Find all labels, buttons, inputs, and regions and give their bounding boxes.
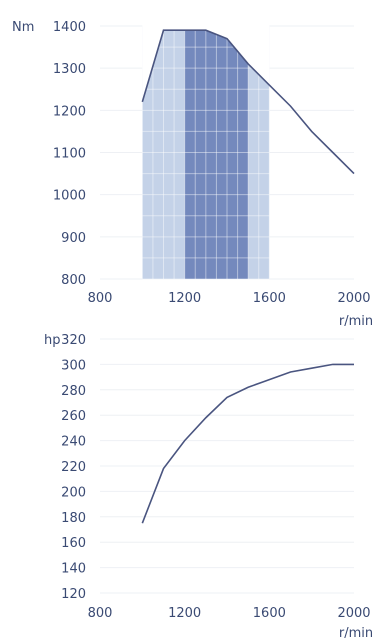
power-ytick-label: 120: [61, 587, 86, 602]
power-ytick-label: 200: [61, 485, 86, 500]
power-ytick-label: 320: [61, 333, 86, 348]
power-ytick-label: 240: [61, 435, 86, 450]
torque-xtick-label: 2000: [337, 291, 370, 306]
power-ytick-label: 280: [61, 384, 86, 399]
power-ylabel: hp: [44, 333, 61, 348]
torque-xtick-label: 800: [88, 291, 113, 306]
torque-ytick-label: 1200: [53, 104, 86, 119]
torque-ytick-label: 800: [61, 273, 86, 288]
power-grid: [100, 338, 354, 594]
torque-ytick-label: 1100: [53, 147, 86, 162]
torque-ytick-label: 1300: [53, 62, 86, 77]
power-xtick-label: 800: [88, 606, 113, 621]
torque-xlabel: r/min: [339, 314, 373, 329]
power-xlabel: r/min: [339, 626, 373, 641]
torque-xtick-label: 1600: [253, 291, 286, 306]
power-ytick-label: 160: [61, 536, 86, 551]
torque-ytick-label: 900: [61, 231, 86, 246]
torque-xtick-label: 1200: [168, 291, 201, 306]
power-xtick-label: 1600: [253, 606, 286, 621]
torque-line: [141, 29, 355, 175]
torque-ytick-label: 1000: [53, 189, 86, 204]
power-ytick-label: 220: [61, 460, 86, 475]
power-xtick-label: 1200: [168, 606, 201, 621]
power-ytick-label: 300: [61, 358, 86, 373]
torque-band-inner: [184, 26, 249, 279]
power-xtick-label: 2000: [337, 606, 370, 621]
power-line: [141, 363, 354, 524]
torque-band-mask: [142, 24, 270, 102]
power-ytick-label: 260: [61, 409, 86, 424]
torque-ytick-label: 1400: [53, 20, 86, 35]
power-ytick-label: 180: [61, 511, 86, 526]
torque-ylabel: Nm: [12, 20, 34, 35]
power-ytick-label: 140: [61, 562, 86, 577]
torque-chart: 800 900 1000 1100 1200 1300 1400 Nm 800 1200 1600 2…: [12, 20, 373, 329]
